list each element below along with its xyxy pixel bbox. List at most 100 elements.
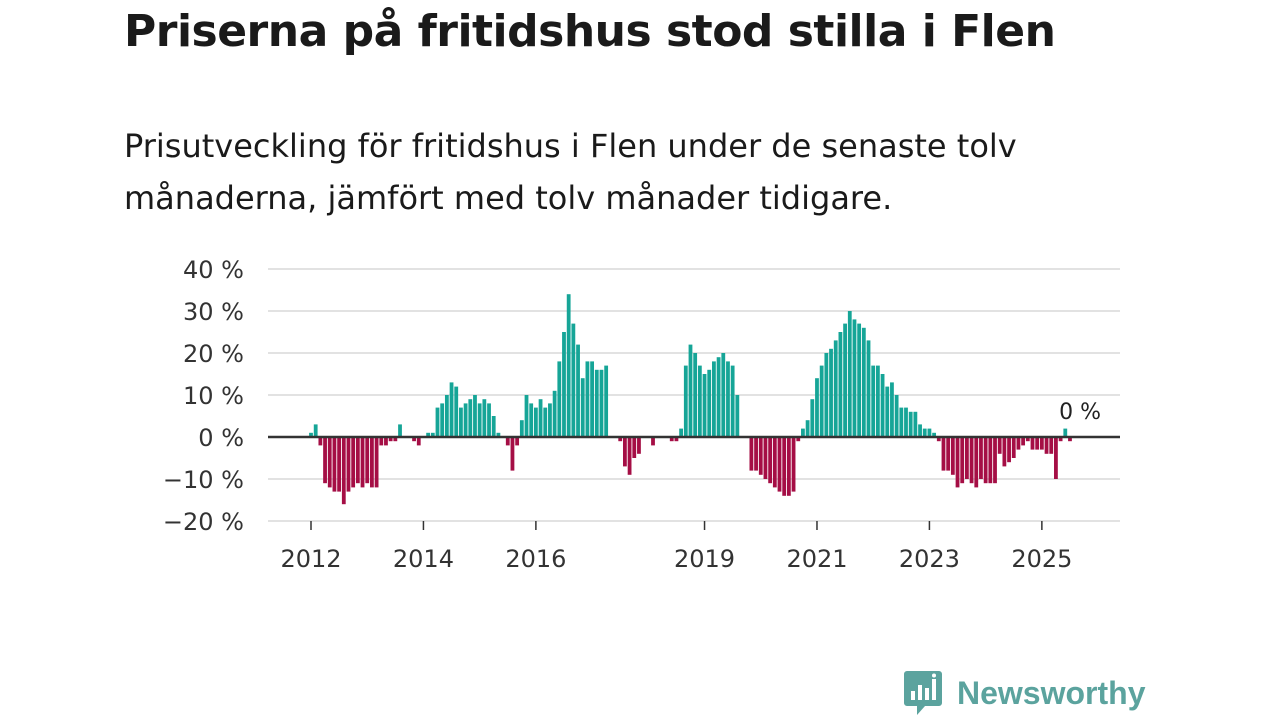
data-bar — [393, 437, 398, 442]
data-bar — [651, 437, 655, 446]
data-bar — [726, 361, 730, 437]
data-bar — [679, 428, 684, 437]
data-bar — [566, 294, 571, 437]
data-bar — [801, 428, 805, 437]
data-bar — [388, 437, 393, 442]
data-bar — [941, 437, 946, 471]
x-tick-label: 2016 — [505, 545, 566, 573]
data-bar — [318, 437, 323, 446]
data-bar — [515, 437, 520, 446]
data-bar — [810, 399, 815, 437]
data-bar — [538, 399, 543, 437]
data-bar — [730, 365, 735, 437]
data-bar — [590, 361, 594, 437]
data-bar — [360, 437, 365, 488]
data-bar — [777, 437, 782, 492]
data-bar — [712, 361, 716, 437]
data-bar — [440, 403, 445, 437]
data-bar — [716, 357, 721, 437]
data-bar — [1021, 437, 1026, 446]
data-bar — [510, 437, 515, 471]
data-bar — [946, 437, 951, 471]
data-bar — [618, 437, 623, 442]
x-tick-label: 2025 — [1011, 545, 1072, 573]
data-bar — [533, 407, 538, 437]
data-bar — [365, 437, 370, 484]
y-tick-label: 20 % — [183, 340, 244, 368]
data-bar — [932, 432, 937, 437]
data-bar — [894, 395, 899, 437]
y-tick-label: −10 % — [163, 466, 244, 494]
data-bar — [379, 437, 384, 446]
data-bar — [1039, 437, 1044, 450]
data-bar — [562, 332, 566, 437]
data-bar — [683, 365, 688, 437]
data-bar — [637, 437, 641, 454]
data-bar — [735, 395, 740, 437]
y-tick-label: 10 % — [183, 382, 244, 410]
data-bar — [866, 340, 871, 437]
data-bar — [576, 344, 580, 437]
data-bar — [435, 407, 440, 437]
data-bar — [697, 365, 702, 437]
data-bar — [754, 437, 758, 471]
data-bar — [323, 437, 327, 484]
data-bar — [524, 395, 529, 437]
data-bar — [557, 361, 562, 437]
data-bar — [309, 432, 313, 437]
data-bar — [632, 437, 637, 458]
data-bar — [674, 437, 679, 442]
data-bar — [341, 437, 346, 505]
data-bar — [1030, 437, 1035, 450]
data-bar — [913, 411, 918, 437]
newsworthy-logo[interactable]: Newsworthy — [903, 668, 1145, 718]
data-bar — [693, 353, 698, 437]
data-bar — [983, 437, 988, 484]
data-bar — [543, 407, 548, 437]
data-bar — [936, 437, 941, 442]
data-bar — [1035, 437, 1040, 450]
data-bar — [1058, 437, 1063, 442]
data-bar — [430, 432, 435, 437]
x-tick-label: 2019 — [674, 545, 735, 573]
data-bar — [444, 395, 449, 437]
data-bar — [487, 403, 491, 437]
data-bar — [960, 437, 965, 484]
data-bar — [721, 353, 726, 437]
data-bar — [1049, 437, 1054, 454]
data-bar — [965, 437, 969, 479]
data-bar — [875, 365, 880, 437]
data-bar — [749, 437, 754, 471]
data-bar — [449, 382, 454, 437]
data-bar — [908, 411, 913, 437]
data-bar — [1016, 437, 1021, 450]
data-bar — [1063, 428, 1068, 437]
data-bar — [927, 428, 932, 437]
chart-subtitle: Prisutveckling för fritidshus i Flen und… — [124, 127, 1017, 217]
x-tick-label: 2023 — [899, 545, 960, 573]
data-bar — [529, 403, 534, 437]
data-bar — [412, 437, 416, 442]
data-bar — [969, 437, 974, 484]
data-bar — [477, 403, 482, 437]
data-bar — [768, 437, 773, 484]
data-bar — [950, 437, 955, 475]
data-bar — [454, 386, 459, 437]
data-bar — [351, 437, 356, 488]
x-tick-label: 2012 — [280, 545, 341, 573]
data-bar — [327, 437, 332, 488]
data-bar — [548, 403, 552, 437]
data-bar — [370, 437, 374, 488]
data-bar — [496, 432, 501, 437]
data-bar — [829, 348, 833, 437]
data-bar — [519, 420, 524, 437]
data-bar — [791, 437, 796, 492]
data-bar — [346, 437, 351, 492]
data-bar — [1068, 437, 1072, 442]
data-bar — [599, 369, 604, 437]
data-bar — [1011, 437, 1016, 458]
data-bar — [604, 365, 609, 437]
data-bar — [491, 416, 496, 437]
data-bar — [843, 323, 847, 437]
